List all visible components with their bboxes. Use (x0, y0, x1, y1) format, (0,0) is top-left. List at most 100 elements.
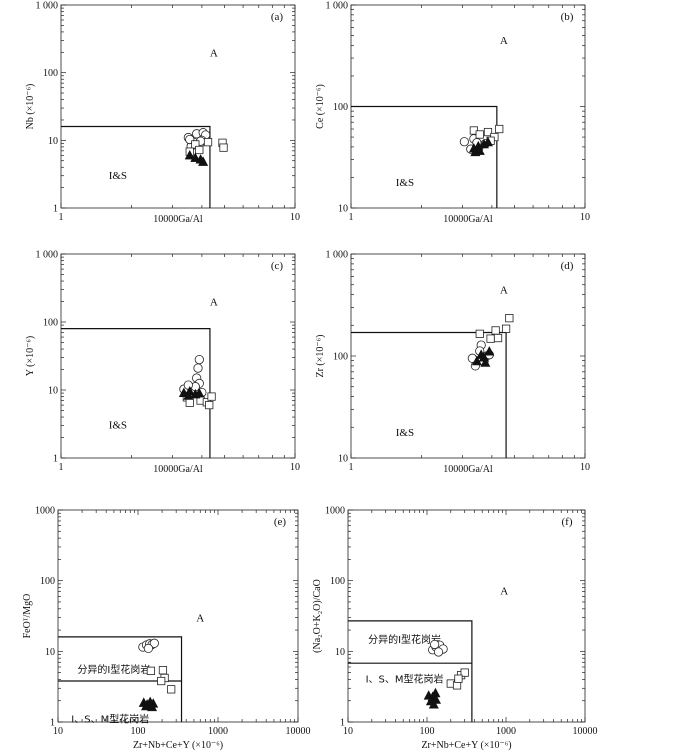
point-circle (194, 354, 204, 365)
point-square (167, 685, 176, 694)
x-tick-label: 100 (420, 726, 435, 737)
y-tick-label: 10 (48, 386, 58, 397)
y-tick-label: 100 (333, 102, 348, 113)
x-axis-label: 10000Ga/Al (153, 464, 203, 475)
point-square (475, 130, 484, 139)
field-label: A (210, 47, 218, 59)
y-tick-label: 1 000 (326, 1, 349, 12)
panel-label: (d) (561, 260, 574, 272)
x-tick-label: 10 (580, 462, 590, 473)
y-axis-label: (Na₂O+K₂O)/CaO (312, 579, 323, 653)
y-axis-label: Zr (×10⁻⁶) (315, 334, 326, 377)
x-tick-label: 10 (53, 726, 63, 737)
x-axis-label: 10000Ga/Al (153, 214, 203, 225)
point-square (157, 676, 166, 686)
x-tick-label: 10 (343, 726, 353, 737)
field-label: A (196, 613, 204, 625)
y-axis-label: FeOᵀ/MgO (22, 594, 33, 639)
point-triangle (471, 355, 482, 366)
y-tick-label: 100 (333, 352, 348, 363)
chart-c: 1 10 1 10 100 1 000 (c) 10000Ga/Al Y (×10⁻⁶) A I&S (25, 250, 300, 476)
plot-frame (60, 253, 296, 459)
point-triangle (428, 699, 439, 709)
point-circle (433, 647, 444, 657)
point-square (493, 333, 503, 343)
plot-frame (347, 509, 586, 723)
x-tick-label: 1 (59, 212, 64, 223)
x-tick-label: 10000 (286, 726, 311, 737)
point-triangle (194, 387, 205, 398)
field-boundary (61, 327, 211, 458)
point-circle (149, 638, 159, 648)
point-circle (183, 380, 193, 390)
point-triangle (184, 149, 195, 160)
y-tick-label: 100 (43, 68, 58, 79)
y-tick-label: 10 (338, 454, 348, 465)
plot-frame (60, 4, 296, 209)
x-tick-label: 1 (349, 462, 354, 473)
y-tick-label: 1000 (325, 506, 345, 517)
point-circle (193, 363, 203, 373)
y-axis-label: Ce (×10⁻⁶) (315, 84, 326, 129)
field-label: 分异的I型花岗岩 (77, 663, 150, 676)
point-triangle (190, 152, 201, 162)
y-axis-label: Nb (×10⁻⁶) (25, 84, 36, 130)
y-tick-label: 10 (335, 647, 345, 658)
x-axis-label: 10000Ga/Al (443, 214, 493, 225)
point-square (195, 145, 204, 155)
field-label: I&S (109, 420, 127, 432)
field-label: I、S、M型花岗岩 (366, 673, 444, 686)
y-tick-label: 10 (338, 204, 348, 215)
x-tick-label: 10 (290, 212, 300, 223)
point-square (207, 392, 216, 401)
point-square (486, 334, 495, 343)
y-tick-label: 100 (330, 576, 345, 587)
y-tick-label: 1 (53, 204, 58, 215)
point-square (454, 674, 463, 683)
x-tick-label: 10000 (573, 726, 598, 737)
point-square (505, 314, 514, 323)
y-tick-label: 1 000 (36, 250, 59, 261)
point-square (475, 329, 484, 338)
point-square (219, 143, 228, 152)
panel-label: (a) (271, 11, 284, 23)
field-boundary (351, 105, 498, 208)
field-boundary (58, 636, 183, 722)
point-square (146, 666, 156, 675)
point-triangle (470, 146, 481, 157)
field-boundary (348, 620, 473, 722)
panel-label: (b) (561, 11, 574, 23)
x-tick-label: 1 (349, 212, 354, 223)
field-label: A (500, 284, 508, 296)
x-tick-label: 1 (59, 462, 64, 473)
point-square (185, 398, 194, 407)
field-label: I&S (396, 427, 414, 439)
point-circle (143, 643, 154, 654)
point-square (491, 326, 500, 335)
point-square (158, 666, 168, 675)
x-tick-label: 1000 (208, 726, 228, 737)
y-tick-label: 1 000 (36, 1, 59, 12)
x-tick-label: 100 (131, 726, 146, 737)
field-label: A (500, 586, 508, 598)
field-boundary (61, 125, 211, 208)
field-label: 分异的I型花岗岩 (368, 633, 441, 646)
point-triangle (482, 136, 493, 147)
plot-frame (57, 509, 299, 723)
point-square (203, 138, 213, 147)
chart-a: 1 10 1 10 100 1 000 (a) 10000Ga/Al Nb (×10⁻⁶) A I&… (25, 1, 300, 226)
point-triangle (484, 346, 495, 356)
x-tick-label: 1000 (496, 726, 516, 737)
y-tick-label: 1 (340, 718, 345, 729)
field-label: I&S (396, 177, 414, 189)
point-circle (459, 137, 469, 147)
y-tick-label: 1000 (35, 506, 55, 517)
point-square (460, 668, 469, 677)
plot-frame (350, 253, 586, 459)
point-triangle (198, 156, 209, 166)
panel-label: (f) (562, 516, 573, 528)
